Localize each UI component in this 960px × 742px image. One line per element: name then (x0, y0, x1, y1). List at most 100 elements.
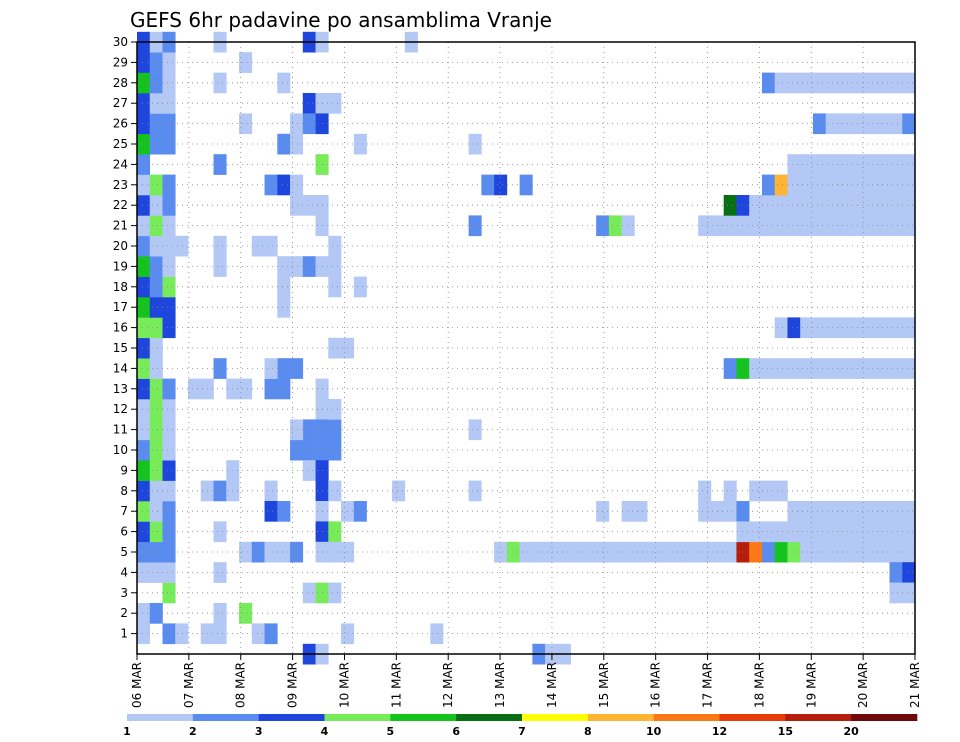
heatmap-cell (137, 541, 151, 563)
heatmap-cell (137, 399, 151, 420)
heatmap-cell (902, 174, 916, 196)
heatmap-cell (800, 174, 814, 196)
y-tick-label: 13 (113, 382, 128, 396)
heatmap-cell (162, 582, 176, 604)
heatmap-cell (812, 521, 827, 543)
heatmap-cell (761, 72, 775, 94)
colorbar-label: 5 (387, 725, 395, 738)
heatmap-cell (162, 562, 176, 583)
heatmap-cell (812, 154, 827, 175)
y-tick-label: 28 (113, 76, 128, 90)
heatmap-cell (506, 541, 520, 563)
heatmap-cell (277, 358, 291, 379)
heatmap-cell (774, 521, 788, 543)
heatmap-cell (889, 174, 903, 196)
heatmap-cell (251, 235, 265, 257)
heatmap-cell (137, 337, 151, 359)
heatmap-cell (277, 256, 291, 277)
heatmap-cell (149, 521, 163, 543)
x-tick-label: 09 MAR (286, 662, 300, 708)
colorbar-swatch (522, 714, 589, 721)
heatmap-cell (800, 154, 814, 175)
heatmap-cell (137, 276, 151, 298)
heatmap-cell (838, 521, 852, 543)
heatmap-cell (149, 358, 163, 379)
heatmap-cell (787, 72, 801, 94)
heatmap-cell (812, 501, 827, 522)
heatmap-cell (685, 541, 699, 563)
heatmap-cells (137, 31, 916, 665)
heatmap-cell (264, 541, 278, 563)
heatmap-cell (889, 113, 903, 135)
heatmap-cell (787, 501, 801, 522)
heatmap-cell (290, 174, 304, 196)
heatmap-cell (698, 541, 712, 563)
heatmap-cell (774, 541, 788, 563)
heatmap-cell (698, 501, 712, 522)
heatmap-cell (328, 419, 342, 441)
heatmap-cell (761, 521, 775, 543)
heatmap-cell (239, 113, 253, 135)
heatmap-cell (889, 358, 903, 379)
heatmap-cell (328, 337, 342, 359)
y-axis: 1234567891011121314151617181920212223242… (113, 35, 137, 641)
heatmap-cell (519, 174, 533, 196)
heatmap-cell (149, 460, 163, 481)
colorbar-label: 10 (646, 725, 662, 738)
y-tick-label: 15 (113, 341, 128, 355)
heatmap-cell (137, 480, 151, 502)
heatmap-cell (162, 623, 176, 645)
heatmap-cell (137, 195, 151, 216)
colorbar-label: 12 (712, 725, 727, 738)
heatmap-cell (302, 113, 316, 135)
heatmap-cell (800, 541, 814, 563)
heatmap-cell (137, 113, 151, 135)
heatmap-cell (162, 297, 176, 318)
y-tick-label: 5 (120, 545, 128, 559)
heatmap-cell (264, 480, 278, 502)
heatmap-cell (162, 419, 176, 441)
heatmap-cell (328, 521, 342, 543)
y-tick-label: 19 (113, 259, 128, 273)
heatmap-cell (494, 541, 508, 563)
heatmap-cell (137, 623, 151, 645)
heatmap-cell (213, 256, 227, 277)
heatmap-cell (583, 541, 597, 563)
heatmap-cell (302, 256, 316, 277)
y-tick-label: 20 (113, 239, 128, 253)
heatmap-cell (863, 154, 878, 175)
heatmap-cell (328, 276, 342, 298)
heatmap-cell (863, 317, 878, 339)
heatmap-cell (889, 72, 903, 94)
heatmap-cell (239, 378, 253, 400)
heatmap-cell (162, 399, 176, 420)
heatmap-cell (213, 562, 227, 583)
heatmap-cell (290, 439, 304, 461)
heatmap-cell (137, 358, 151, 379)
heatmap-cell (787, 317, 801, 339)
heatmap-cell (749, 215, 763, 237)
heatmap-cell (876, 358, 890, 379)
heatmap-cell (213, 154, 227, 175)
heatmap-cell (277, 276, 291, 298)
heatmap-cell (774, 480, 788, 502)
heatmap-cell (430, 623, 444, 645)
heatmap-cell (902, 562, 916, 583)
heatmap-cell (723, 480, 737, 502)
heatmap-cell (137, 256, 151, 277)
heatmap-cell (800, 317, 814, 339)
heatmap-cell (290, 419, 304, 441)
heatmap-cell (787, 215, 801, 237)
heatmap-cell (889, 317, 903, 339)
heatmap-cell (290, 195, 304, 216)
heatmap-cell (761, 541, 775, 563)
heatmap-cell (621, 215, 635, 237)
heatmap-cell (213, 72, 227, 94)
heatmap-cell (302, 195, 316, 216)
heatmap-cell (774, 174, 788, 196)
heatmap-cell (290, 113, 304, 135)
heatmap-cell (162, 174, 176, 196)
heatmap-cell (902, 358, 916, 379)
heatmap-cell (902, 317, 916, 339)
